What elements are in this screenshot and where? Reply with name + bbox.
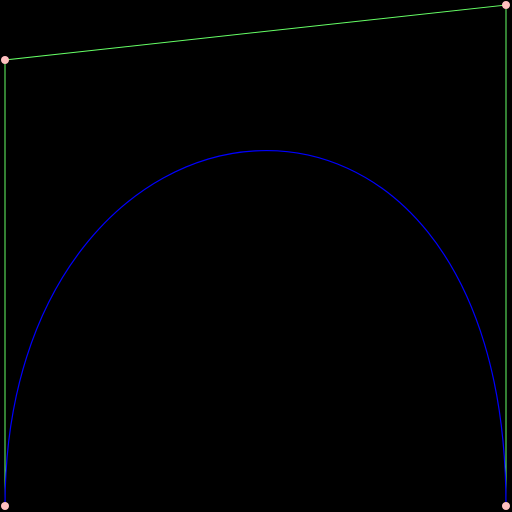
bezier-curve [4,149,507,507]
control-point-p2[interactable] [502,1,510,9]
control-point-p3[interactable] [502,502,510,510]
control-polygon [4,4,507,506]
control-point-p1[interactable] [1,56,9,64]
control-point-p0[interactable] [1,502,9,510]
